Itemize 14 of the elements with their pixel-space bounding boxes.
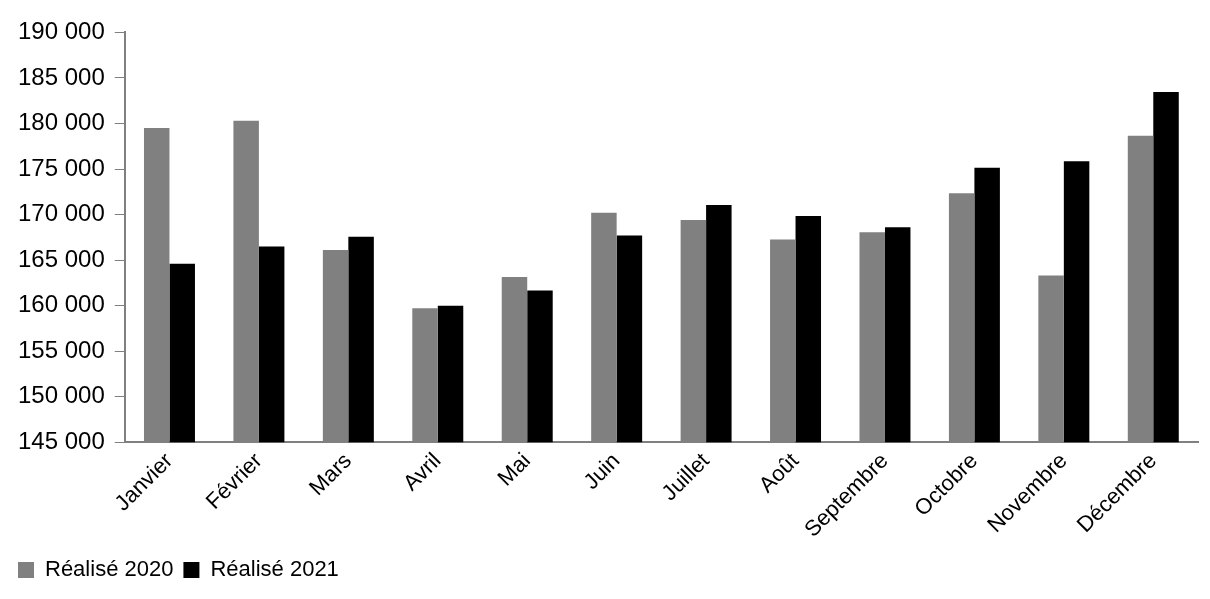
- y-tick-label: 150 000: [17, 381, 105, 409]
- x-tick-label: Mai: [492, 447, 536, 491]
- y-tick-label: 145 000: [17, 426, 105, 454]
- y-tick-label: 170 000: [17, 199, 105, 227]
- y-tick-label: 190 000: [17, 17, 105, 45]
- y-tick-label: 155 000: [17, 335, 105, 363]
- y-tick-label: 160 000: [17, 290, 105, 318]
- y-tick-label: 175 000: [17, 153, 105, 181]
- x-tick-label: Juin: [578, 447, 625, 494]
- legend-label: Réalisé 2020: [45, 556, 174, 582]
- legend-label: Réalisé 2021: [210, 556, 339, 582]
- y-tick-label: 180 000: [17, 108, 105, 136]
- y-tick-label: 165 000: [17, 244, 105, 272]
- y-tick-label: 185 000: [17, 62, 105, 90]
